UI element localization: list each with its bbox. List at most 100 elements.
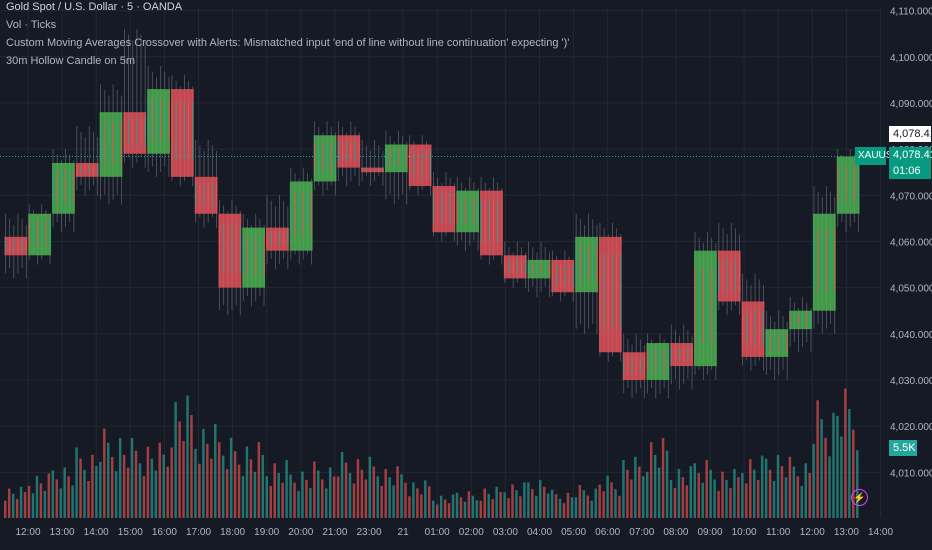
volume-bar — [130, 437, 134, 518]
volume-bar — [792, 466, 796, 518]
x-tick-label: 21:00 — [322, 527, 347, 538]
x-tick-label: 13:00 — [50, 527, 75, 538]
legend-title[interactable]: Gold Spot / U.S. Dollar · 5 · OANDA — [6, 1, 183, 13]
candle-up — [147, 89, 170, 154]
volume-bar — [820, 419, 823, 518]
candle-down — [551, 259, 575, 293]
volume-bar — [657, 467, 661, 518]
volume-bar — [118, 438, 122, 518]
volume-bar — [229, 437, 233, 518]
volume-bar — [237, 464, 241, 518]
legend-hollow-candle[interactable]: 30m Hollow Candle on 5m — [6, 55, 136, 67]
volume-bar — [816, 400, 819, 518]
volume-bar — [364, 479, 368, 518]
volume-value-tag: 5.5K — [889, 440, 917, 456]
volume-bar — [574, 497, 578, 518]
volume-bar — [281, 482, 284, 518]
candle-down — [194, 176, 218, 214]
volume-bar — [808, 472, 811, 518]
volume-bar — [194, 448, 197, 518]
volume-bar — [424, 480, 427, 518]
volume-bar — [380, 485, 383, 518]
volume-bar — [614, 489, 617, 518]
volume-bar — [384, 468, 387, 518]
volume-bar — [273, 463, 276, 518]
candle-up — [289, 181, 313, 251]
volume-bar — [483, 488, 486, 518]
candle-down — [598, 236, 622, 353]
candle-up — [384, 144, 408, 173]
candle-up — [313, 135, 337, 182]
volume-bar — [653, 454, 657, 518]
volume-bar — [138, 463, 142, 518]
volume-bar — [634, 456, 637, 518]
legend-volume[interactable]: Vol · Ticks — [6, 19, 57, 31]
volume-bar — [844, 388, 847, 518]
candle-down — [741, 301, 765, 357]
volume-bar — [697, 472, 700, 518]
volume-bar — [646, 471, 649, 518]
volume-bar — [764, 458, 768, 518]
x-tick-label: 17:00 — [186, 527, 211, 538]
volume-bar — [59, 488, 62, 518]
volume-bar — [523, 482, 526, 518]
volume-bar — [344, 462, 348, 518]
volume-bar — [713, 479, 716, 518]
x-tick-label: 12:00 — [800, 527, 825, 538]
volume-bar — [87, 481, 90, 518]
volume-bar — [325, 488, 328, 518]
volume-bar — [630, 479, 633, 518]
volume-bar — [693, 463, 697, 518]
volume-bar — [150, 458, 154, 518]
bar-countdown: 01:06 — [889, 163, 931, 179]
volume-bar — [511, 484, 514, 518]
volume-bar — [47, 473, 51, 518]
volume-bar — [590, 500, 593, 518]
volume-bar — [856, 450, 859, 518]
y-tick-label: 4,050.000 — [890, 284, 932, 295]
volume-bar — [812, 443, 815, 518]
volume-bar — [527, 482, 530, 518]
volume-bar — [665, 450, 669, 518]
candle-down — [408, 144, 432, 187]
volume-bar — [507, 498, 510, 518]
x-tick-label: 05:00 — [561, 527, 586, 538]
y-tick-label: 4,010.000 — [890, 468, 932, 479]
x-tick-label: 07:00 — [629, 527, 654, 538]
volume-bar — [158, 442, 162, 518]
volume-bar — [11, 493, 15, 518]
volume-bar — [321, 479, 324, 518]
candle-down — [75, 162, 99, 177]
x-tick-label: 13:00 — [834, 527, 859, 538]
x-tick-label: 21 — [398, 527, 410, 538]
volume-bar — [447, 503, 451, 518]
volume-bar — [99, 461, 102, 518]
x-tick-label: 04:00 — [527, 527, 552, 538]
volume-bar — [741, 473, 744, 518]
volume-bar — [392, 485, 395, 518]
volume-bar — [285, 460, 288, 518]
candle-down — [170, 89, 194, 177]
volume-bar — [336, 476, 340, 518]
volume-bar — [31, 493, 35, 518]
volume-bar — [804, 463, 807, 518]
volume-bar — [519, 496, 522, 518]
x-tick-label: 16:00 — [152, 527, 177, 538]
volume-bar — [166, 466, 169, 518]
volume-bar — [408, 496, 411, 518]
volume-bar — [35, 475, 39, 518]
volume-bar — [210, 458, 213, 518]
lightning-icon[interactable]: ⚡ — [851, 489, 868, 506]
candle-down — [622, 352, 646, 380]
legend-ma-error[interactable]: Custom Moving Averages Crossover with Al… — [6, 37, 570, 49]
volume-bar — [582, 490, 586, 518]
volume-bar — [515, 490, 518, 518]
volume-bar — [828, 456, 831, 518]
volume-bar — [7, 488, 11, 518]
x-tick-label: 10:00 — [732, 527, 757, 538]
volume-bar — [499, 492, 502, 518]
volume-bar — [788, 456, 792, 518]
volume-bar — [198, 463, 201, 518]
